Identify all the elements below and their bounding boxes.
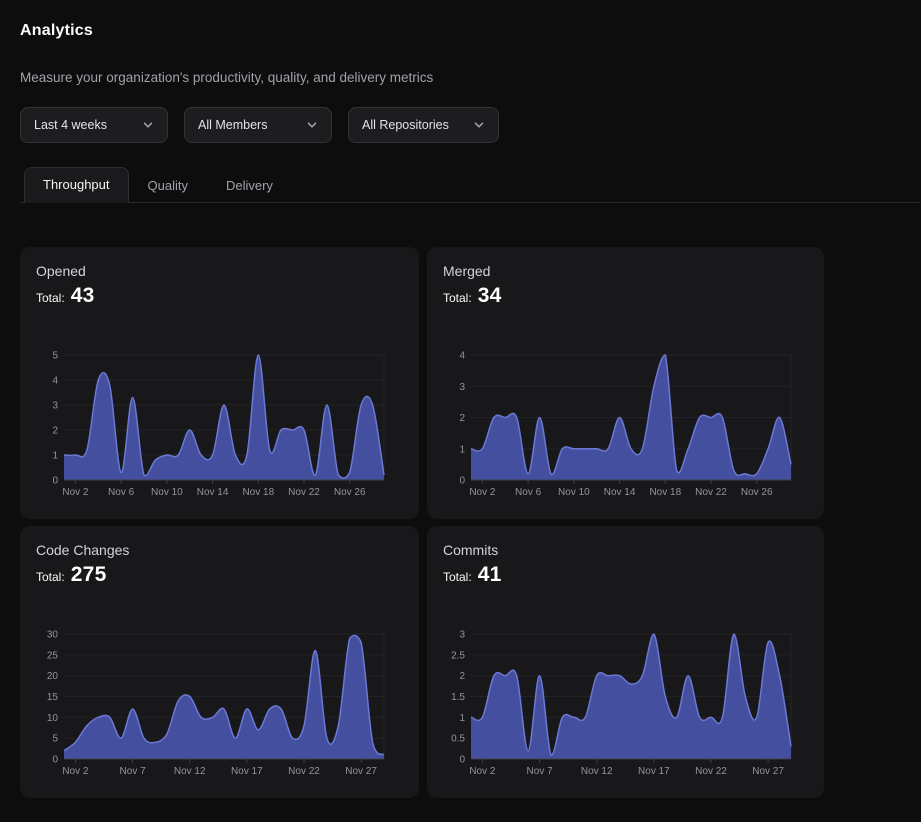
chevron-down-icon <box>305 118 319 132</box>
chevron-down-icon <box>472 118 486 132</box>
svg-text:0: 0 <box>459 476 465 487</box>
svg-text:4: 4 <box>459 351 465 362</box>
code-changes-area-chart: 0 5 10 15 20 25 30 Nov 2 Nov 7 Nov 12 Nov 17 Nov 22… <box>36 627 403 781</box>
total-value: 43 <box>71 284 95 308</box>
total-value: 34 <box>478 284 502 308</box>
chart-total: Total: 43 <box>36 284 403 308</box>
svg-text:Nov 27: Nov 27 <box>752 766 784 777</box>
opened-chart-card: Opened Total: 43 0 1 2 3 4 5 Nov 2 Nov 6 Nov 10 N… <box>20 247 419 519</box>
tab-bar: Throughput Quality Delivery <box>20 167 921 203</box>
svg-text:Nov 26: Nov 26 <box>334 487 366 498</box>
svg-text:10: 10 <box>47 713 59 724</box>
svg-text:2: 2 <box>52 426 58 437</box>
chart-title: Commits <box>443 542 808 558</box>
total-label: Total: <box>36 570 65 584</box>
svg-text:2.5: 2.5 <box>451 650 465 661</box>
commits-chart-card: Commits Total: 41 0 0.5 1 1.5 2 2.5 3 Nov 2 Nov … <box>427 526 824 798</box>
svg-text:Nov 17: Nov 17 <box>638 766 670 777</box>
svg-text:Nov 18: Nov 18 <box>649 487 681 498</box>
svg-text:4: 4 <box>52 376 58 387</box>
svg-text:Nov 12: Nov 12 <box>581 766 613 777</box>
svg-text:Nov 10: Nov 10 <box>558 487 590 498</box>
merged-chart-card: Merged Total: 34 01234Nov 2Nov 6Nov 10No… <box>427 247 824 519</box>
repositories-filter[interactable]: All Repositories <box>348 107 499 143</box>
svg-text:Nov 26: Nov 26 <box>741 487 773 498</box>
chart-total: Total: 41 <box>443 563 808 587</box>
svg-text:5: 5 <box>52 351 58 362</box>
repositories-filter-value: All Repositories <box>362 118 449 132</box>
svg-text:Nov 22: Nov 22 <box>288 766 320 777</box>
tab-quality[interactable]: Quality <box>129 168 207 203</box>
total-label: Total: <box>443 570 472 584</box>
tab-delivery[interactable]: Delivery <box>207 168 292 203</box>
svg-text:30: 30 <box>47 630 59 641</box>
svg-text:Nov 27: Nov 27 <box>345 766 377 777</box>
svg-text:Nov 18: Nov 18 <box>242 487 274 498</box>
tab-throughput[interactable]: Throughput <box>24 167 129 203</box>
svg-text:15: 15 <box>47 692 59 703</box>
members-filter-value: All Members <box>198 118 267 132</box>
merged-area-chart: 0 1 2 3 4 Nov 2 Nov 6 Nov 10 Nov 14 Nov 18 Nov 22 N… <box>443 348 808 502</box>
chart-title: Code Changes <box>36 542 403 558</box>
analytics-page: Analytics Measure your organization's pr… <box>0 0 921 798</box>
svg-text:Nov 2: Nov 2 <box>62 487 89 498</box>
svg-text:5: 5 <box>52 734 58 745</box>
svg-text:Nov 2: Nov 2 <box>62 766 89 777</box>
chevron-down-icon <box>141 118 155 132</box>
svg-text:0: 0 <box>459 755 465 766</box>
total-label: Total: <box>36 291 65 305</box>
svg-text:Nov 6: Nov 6 <box>108 487 135 498</box>
svg-text:3: 3 <box>52 401 58 412</box>
page-subtitle: Measure your organization's productivity… <box>20 70 921 85</box>
svg-text:Nov 12: Nov 12 <box>174 766 206 777</box>
chart-title: Opened <box>36 263 403 279</box>
chart-total: Total: 34 <box>443 284 808 308</box>
svg-text:Nov 22: Nov 22 <box>288 487 320 498</box>
svg-text:20: 20 <box>47 671 59 682</box>
svg-text:0.5: 0.5 <box>451 734 465 745</box>
svg-text:Nov 22: Nov 22 <box>695 766 727 777</box>
filter-bar: Last 4 weeks All Members All Repositorie… <box>20 107 921 143</box>
svg-text:0: 0 <box>52 755 58 766</box>
commits-area-chart: 0 0.5 1 1.5 2 2.5 3 Nov 2 Nov 7 Nov 12 Nov 17 Nov 2… <box>443 627 808 781</box>
opened-area-chart: 0 1 2 3 4 5 Nov 2 Nov 6 Nov 10 Nov 14 Nov 18 Nov 22… <box>36 348 403 502</box>
total-value: 275 <box>71 563 107 587</box>
date-range-filter-value: Last 4 weeks <box>34 118 107 132</box>
svg-text:2: 2 <box>459 413 465 424</box>
charts-grid: Opened Total: 43 012345Nov 2Nov 6Nov 10N… <box>20 247 921 798</box>
svg-text:Nov 7: Nov 7 <box>527 766 554 777</box>
svg-text:1: 1 <box>459 713 465 724</box>
svg-text:Nov 2: Nov 2 <box>469 766 496 777</box>
svg-text:1.5: 1.5 <box>451 692 465 703</box>
svg-text:1: 1 <box>459 444 465 455</box>
svg-text:Nov 10: Nov 10 <box>151 487 183 498</box>
svg-text:25: 25 <box>47 650 59 661</box>
members-filter[interactable]: All Members <box>184 107 332 143</box>
code-changes-chart-card: Code Changes Total: 275 0 5 10 15 20 25 30 Nov … <box>20 526 419 798</box>
chart-total: Total: 275 <box>36 563 403 587</box>
svg-text:3: 3 <box>459 382 465 393</box>
total-label: Total: <box>443 291 472 305</box>
svg-text:Nov 14: Nov 14 <box>604 487 636 498</box>
svg-text:Nov 2: Nov 2 <box>469 487 496 498</box>
chart-title: Merged <box>443 263 808 279</box>
svg-text:2: 2 <box>459 671 465 682</box>
svg-text:Nov 17: Nov 17 <box>231 766 263 777</box>
svg-text:1: 1 <box>52 451 58 462</box>
page-title: Analytics <box>20 22 921 40</box>
svg-text:Nov 7: Nov 7 <box>120 766 147 777</box>
svg-text:0: 0 <box>52 476 58 487</box>
svg-text:3: 3 <box>459 630 465 641</box>
total-value: 41 <box>478 563 502 587</box>
svg-text:Nov 22: Nov 22 <box>695 487 727 498</box>
svg-text:Nov 14: Nov 14 <box>197 487 229 498</box>
svg-text:Nov 6: Nov 6 <box>515 487 542 498</box>
date-range-filter[interactable]: Last 4 weeks <box>20 107 168 143</box>
